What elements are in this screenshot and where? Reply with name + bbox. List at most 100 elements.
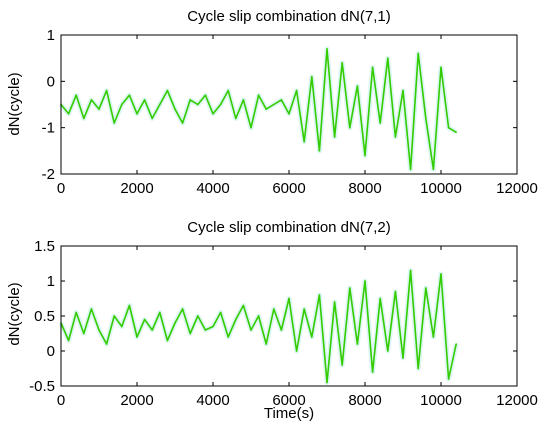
data-point-bottom: [394, 290, 397, 293]
data-point-top: [364, 154, 366, 157]
data-point-top: [417, 52, 420, 55]
title-bottom: Cycle slip combination dN(7,2): [187, 219, 390, 236]
x-tick-label-top: 12000: [496, 180, 538, 197]
data-point-top: [425, 117, 427, 120]
axes-box-top: [60, 34, 518, 175]
data-point-top: [151, 117, 153, 120]
data-point-bottom: [250, 329, 252, 331]
data-point-bottom: [235, 318, 237, 321]
data-point-top: [333, 136, 336, 138]
x-tick-label-bottom: 0: [57, 392, 65, 409]
data-point-bottom: [98, 329, 100, 331]
data-point-bottom: [417, 367, 420, 370]
data-point-bottom: [311, 336, 313, 338]
data-point-top: [257, 94, 260, 96]
data-point-top: [250, 126, 252, 129]
data-point-bottom: [349, 287, 351, 289]
data-point-top: [212, 113, 214, 115]
data-point-bottom: [318, 294, 321, 296]
data-point-bottom: [90, 308, 93, 310]
data-point-bottom: [379, 297, 382, 300]
data-point-bottom: [387, 350, 389, 352]
data-point-top: [394, 136, 397, 138]
data-point-top: [75, 94, 77, 96]
data-point-bottom: [67, 339, 70, 342]
x-tick-label-top: 8000: [348, 180, 381, 197]
data-point-top: [402, 89, 404, 92]
data-point-bottom: [105, 343, 108, 345]
y-tick-label-bottom: 1: [47, 273, 55, 290]
y-tick-label-bottom: -0.5: [29, 378, 55, 395]
data-point-bottom: [121, 325, 123, 328]
data-point-top: [371, 66, 374, 69]
data-point-top: [379, 122, 382, 124]
x-tick-label-bottom: 2000: [120, 392, 153, 409]
data-point-bottom: [409, 269, 412, 272]
ylabel-bottom: dN(cycle): [6, 282, 23, 345]
x-tick-label-bottom: 8000: [348, 392, 381, 409]
y-tick-label-bottom: 0: [47, 343, 55, 360]
data-point-bottom: [113, 315, 115, 317]
data-point-top: [303, 140, 306, 143]
data-point-bottom: [83, 332, 85, 335]
data-point-top: [128, 94, 131, 96]
data-point-top: [105, 89, 108, 92]
data-point-top: [455, 131, 458, 134]
data-point-bottom: [295, 350, 298, 352]
ylabel-top: dN(cycle): [6, 72, 23, 135]
data-point-top: [159, 103, 161, 106]
x-tick-label-top: 10000: [420, 180, 462, 197]
data-point-bottom: [128, 304, 131, 307]
data-point-bottom: [227, 336, 229, 338]
data-point-top: [121, 103, 123, 106]
data-point-bottom: [265, 343, 268, 345]
data-point-top: [67, 113, 70, 115]
data-point-top: [409, 168, 412, 171]
data-point-top: [349, 126, 351, 129]
data-point-bottom: [288, 297, 290, 300]
data-point-top: [227, 89, 229, 92]
x-tick-label-bottom: 6000: [272, 392, 305, 409]
xlabel-bottom: Time(s): [264, 405, 314, 422]
data-point-top: [432, 168, 435, 171]
data-point-bottom: [257, 315, 260, 317]
data-point-top: [311, 75, 313, 78]
series-line-top: [60, 48, 457, 171]
data-point-bottom: [333, 301, 336, 303]
data-point-top: [113, 122, 115, 124]
data-point-top: [174, 108, 176, 110]
data-point-bottom: [166, 339, 169, 342]
x-tick-label-top: 2000: [120, 180, 153, 197]
y-tick-label-top: 0: [47, 73, 55, 90]
x-tick-label-bottom: 4000: [196, 392, 229, 409]
data-point-bottom: [181, 308, 184, 310]
data-point-top: [235, 117, 237, 120]
data-point-bottom: [136, 336, 138, 338]
data-point-bottom: [174, 322, 176, 324]
data-point-bottom: [341, 364, 344, 366]
data-point-bottom: [280, 329, 283, 331]
data-point-bottom: [242, 304, 245, 307]
data-point-bottom: [159, 311, 161, 314]
title-top: Cycle slip combination dN(7,1): [187, 8, 390, 25]
data-point-bottom: [204, 329, 207, 331]
data-point-bottom: [402, 357, 404, 359]
series-halo-bottom: [58, 268, 459, 385]
data-point-bottom: [455, 343, 458, 345]
plot-area-top: 0 2000 4000 6000 8000 10000 12000 1 0 -1 -2: [42, 27, 538, 197]
data-point-bottom: [432, 336, 435, 338]
data-point-top: [387, 57, 389, 59]
data-point-top: [181, 122, 184, 124]
data-point-bottom: [273, 308, 275, 310]
data-point-top: [440, 66, 442, 69]
data-point-top: [273, 103, 275, 106]
data-point-top: [356, 85, 359, 87]
data-point-bottom: [197, 315, 199, 317]
y-tick-label-bottom: 0.5: [34, 308, 55, 325]
data-point-top: [83, 117, 85, 120]
data-point-top: [90, 99, 93, 101]
y-tick-label-top: -2: [42, 166, 55, 183]
data-point-top: [295, 89, 298, 92]
data-point-bottom: [371, 371, 374, 373]
